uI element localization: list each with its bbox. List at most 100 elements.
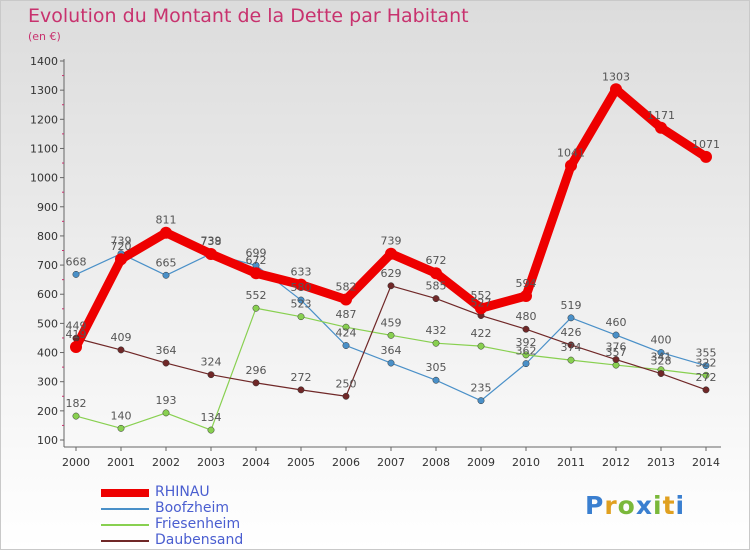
y-tick-label: 200 — [37, 405, 58, 418]
series-point-boofzheim — [162, 271, 170, 279]
x-tick-label: 2004 — [242, 456, 270, 469]
data-label-daubensand: 629 — [381, 267, 402, 280]
data-label-friesenheim: 459 — [381, 316, 402, 329]
series-point-boofzheim — [477, 397, 485, 405]
series-point-rhinau — [205, 247, 217, 260]
data-label-boofzheim: 739 — [111, 235, 132, 248]
data-label-friesenheim: 487 — [336, 308, 357, 321]
legend-swatch — [101, 540, 149, 542]
legend-label: Boofzheim — [155, 500, 230, 516]
y-tick-label: 300 — [37, 376, 58, 389]
data-label-daubensand: 527 — [471, 297, 492, 310]
data-label-rhinau: 582 — [336, 280, 357, 293]
series-point-daubensand — [207, 371, 215, 379]
x-tick-label: 2002 — [152, 456, 180, 469]
series-point-daubensand — [657, 370, 665, 377]
x-tick-label: 2009 — [467, 456, 495, 469]
series-point-friesenheim — [162, 409, 170, 417]
y-tick-label: 400 — [37, 347, 58, 360]
data-label-daubensand: 409 — [111, 331, 132, 344]
series-point-daubensand — [387, 282, 395, 290]
data-label-friesenheim: 422 — [471, 327, 492, 340]
data-label-daubensand: 585 — [426, 280, 447, 293]
legend-swatch — [101, 489, 149, 497]
series-point-rhinau — [340, 293, 352, 306]
data-label-daubensand: 364 — [156, 344, 177, 357]
series-point-boofzheim — [702, 362, 710, 370]
y-tick-label: 500 — [37, 317, 58, 330]
series-point-friesenheim — [297, 313, 305, 321]
data-label-boofzheim: 699 — [246, 246, 267, 259]
legend-label: RHINAU — [155, 484, 210, 500]
data-label-daubensand: 272 — [696, 371, 717, 384]
series-point-rhinau — [160, 226, 172, 239]
y-tick-label: 1100 — [30, 142, 58, 155]
series-point-rhinau — [295, 278, 307, 291]
series-point-rhinau — [655, 121, 667, 134]
y-tick-label: 1200 — [30, 113, 58, 126]
series-point-friesenheim — [117, 424, 125, 432]
series-point-rhinau — [520, 289, 532, 302]
chart-title: Evolution du Montant de la Dette par Hab… — [28, 5, 469, 27]
legend-label: Friesenheim — [155, 516, 241, 532]
data-label-boofzheim: 668 — [66, 255, 87, 268]
x-tick-label: 2011 — [557, 456, 585, 469]
series-point-daubensand — [252, 379, 260, 387]
axes: 100 200 300 400 500 600 700 800 900 1000 1100 1200 1… — [30, 55, 721, 469]
data-label-rhinau: 739 — [381, 235, 402, 248]
data-label-daubensand: 480 — [516, 310, 537, 323]
series-point-friesenheim — [72, 412, 80, 420]
series-point-friesenheim — [702, 371, 710, 379]
legend-swatch — [101, 508, 149, 510]
y-tick-label: 600 — [37, 288, 58, 301]
series-point-daubensand — [297, 386, 305, 394]
series-point-friesenheim — [477, 342, 485, 350]
series-point-rhinau — [430, 267, 442, 280]
data-label-boofzheim: 235 — [471, 382, 492, 395]
data-label-friesenheim: 432 — [426, 324, 447, 337]
data-label-daubensand: 324 — [201, 356, 222, 369]
proxiti-logo: Proxiti — [585, 491, 686, 520]
y-tick-label: 800 — [37, 230, 58, 243]
x-tick-label: 2010 — [512, 456, 540, 469]
y-tick-label: 1000 — [30, 172, 58, 185]
y-tick-label: 900 — [37, 201, 58, 214]
chart-subtitle: (en €) — [28, 30, 61, 43]
series-point-boofzheim — [432, 376, 440, 384]
data-label-rhinau: 1171 — [647, 109, 675, 122]
series-point-friesenheim — [207, 426, 215, 434]
series-point-rhinau — [385, 247, 397, 260]
x-tick-label: 2005 — [287, 456, 315, 469]
series-point-boofzheim — [297, 296, 305, 304]
y-tick-label: 1300 — [30, 84, 58, 97]
x-tick-label: 2014 — [692, 456, 720, 469]
data-label-rhinau: 552 — [471, 289, 492, 302]
series-point-friesenheim — [432, 339, 440, 347]
data-label-friesenheim: 182 — [66, 397, 87, 410]
series-point-boofzheim — [342, 342, 350, 349]
x-tick-label: 2003 — [197, 456, 225, 469]
x-tick-label: 2012 — [602, 456, 630, 469]
data-label-friesenheim: 322 — [696, 356, 717, 369]
data-label-rhinau: 1071 — [692, 138, 720, 151]
series-point-friesenheim — [387, 331, 395, 339]
x-tick-label: 2013 — [647, 456, 675, 469]
data-label-rhinau: 633 — [291, 266, 312, 279]
data-label-daubensand: 250 — [336, 377, 357, 390]
series-point-boofzheim — [72, 270, 80, 278]
data-label-rhinau: 1303 — [602, 70, 630, 83]
data-label-rhinau: 419 — [66, 328, 87, 341]
data-label-friesenheim: 552 — [246, 289, 267, 302]
legend-label: Daubensand — [155, 532, 244, 548]
series-point-friesenheim — [567, 356, 575, 364]
data-label-friesenheim: 341 — [651, 351, 672, 364]
data-label-boofzheim: 739 — [201, 235, 222, 248]
series-point-rhinau — [700, 150, 712, 163]
data-label-daubensand: 449 — [66, 319, 87, 332]
series-point-daubensand — [612, 356, 620, 363]
data-label-rhinau: 594 — [516, 277, 537, 290]
series-point-rhinau — [115, 253, 127, 266]
series-point-daubensand — [162, 359, 170, 367]
